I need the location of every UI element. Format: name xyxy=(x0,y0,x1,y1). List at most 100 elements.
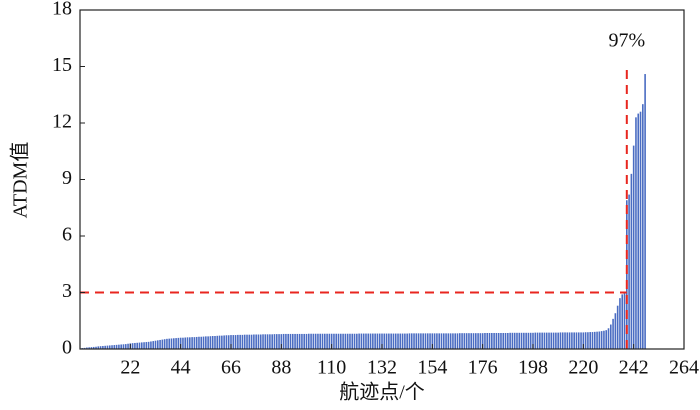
bar xyxy=(150,341,152,349)
bar xyxy=(104,345,106,349)
bar xyxy=(255,334,257,349)
bar xyxy=(493,332,495,349)
bar xyxy=(259,334,262,349)
bar xyxy=(449,333,452,349)
bar xyxy=(186,337,189,349)
bar xyxy=(461,333,463,349)
bar xyxy=(301,333,303,349)
bar xyxy=(92,346,95,349)
bar xyxy=(166,338,168,349)
bar xyxy=(218,335,221,349)
bar xyxy=(223,335,225,349)
bar xyxy=(644,74,646,350)
bar xyxy=(237,334,239,349)
x-tick-label: 88 xyxy=(271,357,291,379)
bar xyxy=(367,333,370,349)
bar xyxy=(340,333,342,349)
bar xyxy=(330,333,333,349)
bar xyxy=(509,332,511,349)
bar xyxy=(118,344,120,349)
bar xyxy=(143,342,145,349)
bar xyxy=(433,333,436,349)
bar xyxy=(486,332,489,349)
bar xyxy=(349,333,351,349)
bar xyxy=(463,333,466,349)
x-tick-label: 132 xyxy=(367,357,397,379)
bar xyxy=(436,333,438,349)
bar xyxy=(138,342,141,349)
bar xyxy=(159,339,161,349)
y-tick-label: 6 xyxy=(62,224,72,246)
bar xyxy=(598,331,601,349)
bar xyxy=(106,345,109,349)
bar xyxy=(156,340,159,349)
bar xyxy=(561,332,564,349)
y-tick-label: 15 xyxy=(52,54,72,76)
annotation: 97% xyxy=(608,30,645,52)
bar xyxy=(287,333,289,349)
bar xyxy=(111,345,113,349)
bar xyxy=(234,335,237,349)
bar xyxy=(637,113,640,349)
x-tick-label: 154 xyxy=(417,357,447,379)
x-tick-label: 44 xyxy=(171,357,191,379)
bar xyxy=(577,332,580,349)
bar xyxy=(344,333,347,349)
bar xyxy=(227,335,230,349)
bar xyxy=(328,333,331,349)
bar xyxy=(191,337,193,349)
bar xyxy=(518,332,521,349)
bar xyxy=(628,194,630,349)
bar xyxy=(388,333,390,349)
bar xyxy=(243,334,246,349)
bar xyxy=(335,333,338,349)
bar xyxy=(580,332,582,349)
bar xyxy=(454,333,457,349)
bar xyxy=(221,335,223,349)
bar xyxy=(303,333,306,349)
bar xyxy=(168,338,171,349)
bar xyxy=(131,343,134,349)
bar xyxy=(177,337,180,349)
bar xyxy=(369,333,372,349)
bar xyxy=(209,336,212,349)
bar xyxy=(182,337,184,349)
y-tick-label: 12 xyxy=(52,111,72,133)
bar xyxy=(280,334,283,349)
bar xyxy=(113,345,116,349)
bar xyxy=(230,335,232,349)
bar xyxy=(470,333,473,349)
bar xyxy=(134,342,136,349)
bar xyxy=(140,342,143,349)
bar xyxy=(619,298,621,349)
bar xyxy=(333,333,335,349)
bar xyxy=(266,334,269,349)
bar xyxy=(127,343,129,349)
bar xyxy=(253,334,255,349)
bar xyxy=(635,117,637,349)
bar xyxy=(399,333,402,349)
bar xyxy=(262,334,264,349)
bar xyxy=(383,333,386,349)
y-tick-label: 0 xyxy=(62,337,72,359)
bar xyxy=(216,335,219,349)
bar xyxy=(417,333,420,349)
bar xyxy=(360,333,363,349)
bar xyxy=(184,337,187,349)
bar xyxy=(86,347,88,349)
bar xyxy=(593,331,596,349)
bar xyxy=(298,333,301,349)
bar xyxy=(145,342,148,349)
bar xyxy=(527,332,530,349)
bar xyxy=(442,333,445,349)
bar xyxy=(305,333,308,349)
bar xyxy=(401,333,404,349)
bar xyxy=(356,333,358,349)
bar xyxy=(275,334,278,349)
bar xyxy=(571,332,573,349)
bar xyxy=(555,332,557,349)
bar xyxy=(516,332,518,349)
bar xyxy=(438,333,440,349)
bar xyxy=(491,332,493,349)
bar xyxy=(564,332,566,349)
